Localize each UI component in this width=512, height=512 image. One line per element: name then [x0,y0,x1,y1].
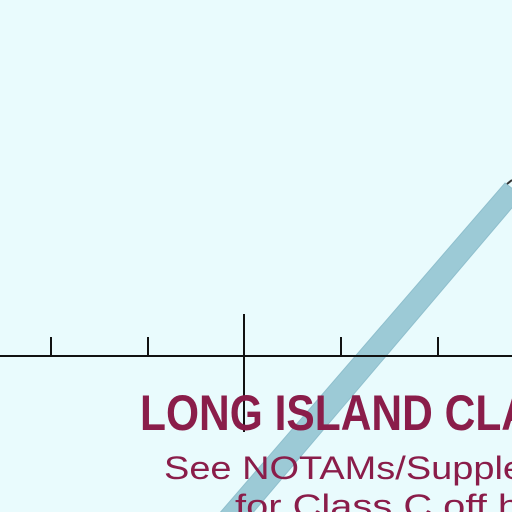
blue-corridor-band [219,182,512,512]
distance-scale [0,314,512,432]
airspace-note-line-2: for Class C off h [235,488,512,512]
corridor-edge-marker [506,179,512,185]
airspace-note-line-1: See NOTAMs/Supple [164,450,512,486]
airspace-title: LONG ISLAND CLA [140,385,512,441]
